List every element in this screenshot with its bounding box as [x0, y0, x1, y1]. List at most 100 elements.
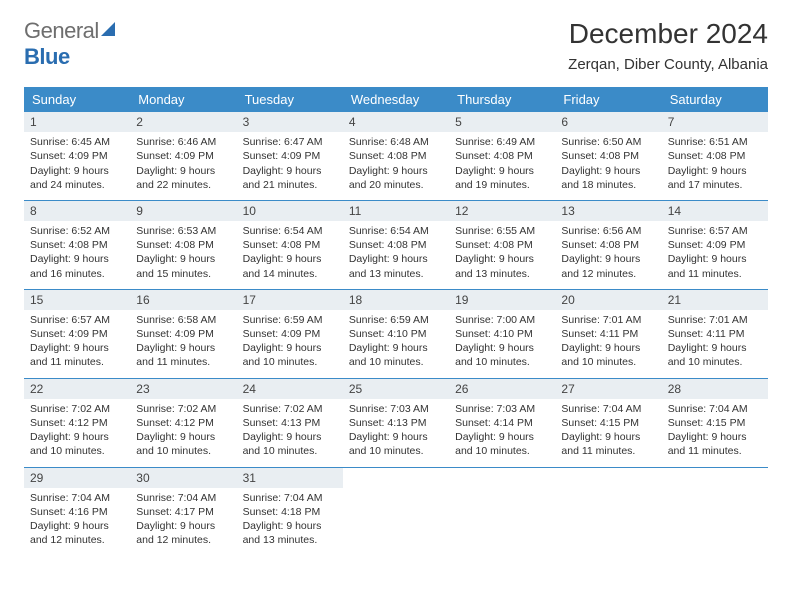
- calendar-cell: 21Sunrise: 7:01 AMSunset: 4:11 PMDayligh…: [662, 289, 768, 378]
- calendar-cell: [449, 467, 555, 555]
- sunset-line: Sunset: 4:17 PM: [136, 505, 230, 519]
- sunset-line: Sunset: 4:12 PM: [30, 416, 124, 430]
- day-number: 18: [343, 290, 449, 310]
- sunset-line: Sunset: 4:11 PM: [668, 327, 762, 341]
- calendar-cell: 16Sunrise: 6:58 AMSunset: 4:09 PMDayligh…: [130, 289, 236, 378]
- daylight-line-2: and 14 minutes.: [243, 267, 337, 281]
- daylight-line-1: Daylight: 9 hours: [455, 341, 549, 355]
- logo-general: General: [24, 18, 99, 43]
- daylight-line-2: and 15 minutes.: [136, 267, 230, 281]
- sunset-line: Sunset: 4:13 PM: [243, 416, 337, 430]
- day-number: 26: [449, 379, 555, 399]
- day-number: 4: [343, 112, 449, 132]
- daylight-line-2: and 11 minutes.: [136, 355, 230, 369]
- daylight-line-2: and 10 minutes.: [455, 444, 549, 458]
- day-number: 9: [130, 201, 236, 221]
- calendar-cell: 20Sunrise: 7:01 AMSunset: 4:11 PMDayligh…: [555, 289, 661, 378]
- sunset-line: Sunset: 4:08 PM: [455, 149, 549, 163]
- day-number: 6: [555, 112, 661, 132]
- sunset-line: Sunset: 4:09 PM: [30, 149, 124, 163]
- sunset-line: Sunset: 4:09 PM: [668, 238, 762, 252]
- day-number: 22: [24, 379, 130, 399]
- daylight-line-1: Daylight: 9 hours: [561, 164, 655, 178]
- calendar-cell: 11Sunrise: 6:54 AMSunset: 4:08 PMDayligh…: [343, 200, 449, 289]
- sunset-line: Sunset: 4:09 PM: [243, 149, 337, 163]
- daylight-line-2: and 11 minutes.: [30, 355, 124, 369]
- day-header: Monday: [130, 87, 236, 112]
- day-header: Saturday: [662, 87, 768, 112]
- daylight-line-1: Daylight: 9 hours: [349, 430, 443, 444]
- sunrise-line: Sunrise: 6:59 AM: [349, 313, 443, 327]
- sunset-line: Sunset: 4:08 PM: [349, 238, 443, 252]
- daylight-line-2: and 12 minutes.: [561, 267, 655, 281]
- calendar-cell: 2Sunrise: 6:46 AMSunset: 4:09 PMDaylight…: [130, 112, 236, 200]
- sunrise-line: Sunrise: 6:58 AM: [136, 313, 230, 327]
- daylight-line-1: Daylight: 9 hours: [243, 341, 337, 355]
- calendar-cell: 6Sunrise: 6:50 AMSunset: 4:08 PMDaylight…: [555, 112, 661, 200]
- daylight-line-2: and 10 minutes.: [668, 355, 762, 369]
- calendar-cell: 31Sunrise: 7:04 AMSunset: 4:18 PMDayligh…: [237, 467, 343, 555]
- calendar-cell: 14Sunrise: 6:57 AMSunset: 4:09 PMDayligh…: [662, 200, 768, 289]
- daylight-line-2: and 12 minutes.: [30, 533, 124, 547]
- sunrise-line: Sunrise: 6:57 AM: [668, 224, 762, 238]
- daylight-line-2: and 16 minutes.: [30, 267, 124, 281]
- calendar-cell: 10Sunrise: 6:54 AMSunset: 4:08 PMDayligh…: [237, 200, 343, 289]
- daylight-line-1: Daylight: 9 hours: [455, 252, 549, 266]
- daylight-line-2: and 13 minutes.: [349, 267, 443, 281]
- calendar-row: 8Sunrise: 6:52 AMSunset: 4:08 PMDaylight…: [24, 200, 768, 289]
- daylight-line-2: and 10 minutes.: [243, 444, 337, 458]
- sunset-line: Sunset: 4:12 PM: [136, 416, 230, 430]
- calendar-header-row: SundayMondayTuesdayWednesdayThursdayFrid…: [24, 87, 768, 112]
- daylight-line-1: Daylight: 9 hours: [136, 252, 230, 266]
- day-number: 7: [662, 112, 768, 132]
- daylight-line-1: Daylight: 9 hours: [30, 430, 124, 444]
- logo-blue: Blue: [24, 44, 70, 69]
- daylight-line-2: and 10 minutes.: [349, 355, 443, 369]
- sunrise-line: Sunrise: 6:53 AM: [136, 224, 230, 238]
- calendar-cell: 22Sunrise: 7:02 AMSunset: 4:12 PMDayligh…: [24, 378, 130, 467]
- day-header: Thursday: [449, 87, 555, 112]
- sunrise-line: Sunrise: 6:54 AM: [243, 224, 337, 238]
- calendar-cell: 29Sunrise: 7:04 AMSunset: 4:16 PMDayligh…: [24, 467, 130, 555]
- calendar-cell: 25Sunrise: 7:03 AMSunset: 4:13 PMDayligh…: [343, 378, 449, 467]
- daylight-line-1: Daylight: 9 hours: [30, 519, 124, 533]
- daylight-line-2: and 21 minutes.: [243, 178, 337, 192]
- sunrise-line: Sunrise: 7:02 AM: [243, 402, 337, 416]
- title-block: December 2024 Zerqan, Diber County, Alba…: [568, 18, 768, 73]
- day-number: 30: [130, 468, 236, 488]
- calendar-cell: 26Sunrise: 7:03 AMSunset: 4:14 PMDayligh…: [449, 378, 555, 467]
- sunset-line: Sunset: 4:08 PM: [561, 238, 655, 252]
- daylight-line-2: and 20 minutes.: [349, 178, 443, 192]
- sunset-line: Sunset: 4:09 PM: [243, 327, 337, 341]
- calendar-cell: 15Sunrise: 6:57 AMSunset: 4:09 PMDayligh…: [24, 289, 130, 378]
- sunset-line: Sunset: 4:09 PM: [30, 327, 124, 341]
- day-number: 15: [24, 290, 130, 310]
- calendar-cell: 28Sunrise: 7:04 AMSunset: 4:15 PMDayligh…: [662, 378, 768, 467]
- sunset-line: Sunset: 4:08 PM: [455, 238, 549, 252]
- sunrise-line: Sunrise: 7:04 AM: [243, 491, 337, 505]
- daylight-line-1: Daylight: 9 hours: [668, 430, 762, 444]
- daylight-line-1: Daylight: 9 hours: [243, 430, 337, 444]
- daylight-line-1: Daylight: 9 hours: [136, 519, 230, 533]
- sunrise-line: Sunrise: 6:46 AM: [136, 135, 230, 149]
- day-header: Sunday: [24, 87, 130, 112]
- sunset-line: Sunset: 4:15 PM: [561, 416, 655, 430]
- sunrise-line: Sunrise: 7:04 AM: [30, 491, 124, 505]
- calendar-row: 29Sunrise: 7:04 AMSunset: 4:16 PMDayligh…: [24, 467, 768, 555]
- daylight-line-1: Daylight: 9 hours: [30, 252, 124, 266]
- daylight-line-1: Daylight: 9 hours: [30, 341, 124, 355]
- daylight-line-2: and 10 minutes.: [455, 355, 549, 369]
- sunset-line: Sunset: 4:11 PM: [561, 327, 655, 341]
- calendar-cell: 24Sunrise: 7:02 AMSunset: 4:13 PMDayligh…: [237, 378, 343, 467]
- sunset-line: Sunset: 4:08 PM: [136, 238, 230, 252]
- day-number: 13: [555, 201, 661, 221]
- daylight-line-1: Daylight: 9 hours: [349, 164, 443, 178]
- day-number: 17: [237, 290, 343, 310]
- sunrise-line: Sunrise: 7:01 AM: [668, 313, 762, 327]
- sunrise-line: Sunrise: 7:04 AM: [561, 402, 655, 416]
- sunset-line: Sunset: 4:08 PM: [668, 149, 762, 163]
- calendar-cell: 4Sunrise: 6:48 AMSunset: 4:08 PMDaylight…: [343, 112, 449, 200]
- sunset-line: Sunset: 4:13 PM: [349, 416, 443, 430]
- calendar-cell: 17Sunrise: 6:59 AMSunset: 4:09 PMDayligh…: [237, 289, 343, 378]
- logo: General Blue: [24, 18, 119, 70]
